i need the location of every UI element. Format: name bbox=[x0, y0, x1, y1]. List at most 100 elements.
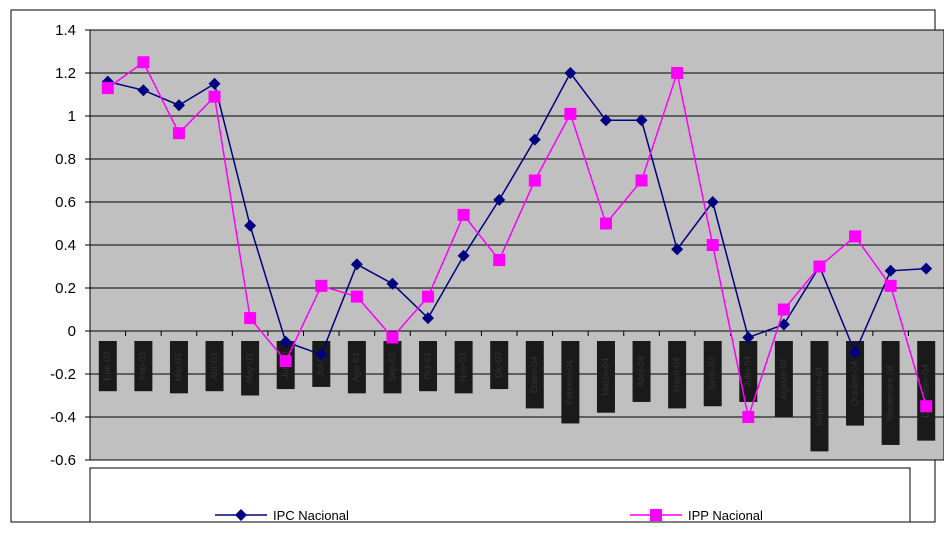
category-label: Marzo-04 bbox=[600, 358, 610, 396]
y-tick-label: 1.4 bbox=[55, 22, 76, 39]
category-label-bar bbox=[241, 341, 260, 396]
data-point-ipc bbox=[457, 249, 470, 262]
data-point-ipp bbox=[635, 174, 648, 187]
category-label-bar bbox=[98, 341, 117, 392]
data-point-ipc bbox=[172, 99, 185, 112]
category-label: Septiembre-04 bbox=[814, 367, 824, 426]
data-point-ipc bbox=[137, 84, 150, 97]
data-point-ipc bbox=[564, 67, 577, 79]
data-point-ipp bbox=[101, 82, 114, 95]
category-label-bar bbox=[917, 341, 936, 441]
data-point-ipp bbox=[528, 174, 541, 187]
category-label: May-03 bbox=[245, 353, 255, 383]
data-point-ipc bbox=[635, 114, 648, 127]
data-point-ipp bbox=[777, 303, 790, 316]
y-tick-label: -0.4 bbox=[50, 409, 76, 426]
data-point-ipc bbox=[422, 312, 435, 325]
category-label-bar bbox=[347, 341, 366, 394]
data-point-ipp bbox=[350, 290, 363, 303]
data-point-ipc bbox=[706, 196, 719, 208]
category-label-bar bbox=[703, 341, 722, 407]
category-label: Feb-03 bbox=[138, 352, 148, 381]
data-point-ipc bbox=[849, 346, 862, 359]
data-point-ipp bbox=[422, 290, 435, 303]
data-point-ipc bbox=[350, 258, 363, 271]
category-label: Junio-04 bbox=[707, 356, 717, 391]
data-point-ipp bbox=[208, 90, 221, 103]
data-point-ipp bbox=[457, 208, 470, 221]
data-point-ipc bbox=[244, 219, 257, 232]
category-label-bar bbox=[383, 341, 402, 394]
y-tick-label: 0.2 bbox=[55, 280, 76, 297]
data-point-ipp bbox=[742, 411, 755, 423]
category-label: Octubre-04 bbox=[849, 361, 859, 406]
data-point-ipp bbox=[564, 107, 577, 120]
y-tick-label: -0.6 bbox=[50, 452, 76, 469]
category-label-bar bbox=[169, 341, 188, 394]
data-point-ipc bbox=[599, 114, 612, 127]
data-point-ipp bbox=[137, 56, 150, 69]
category-label-bars: Ene-03Feb-03Mar-03Abr-03May-03Jun-03Jul-… bbox=[98, 341, 936, 452]
data-point-ipp bbox=[671, 67, 684, 79]
data-point-ipp bbox=[172, 127, 185, 140]
data-point-ipp bbox=[315, 279, 328, 292]
data-point-ipc bbox=[493, 193, 506, 206]
category-label: Oct-03 bbox=[422, 353, 432, 380]
data-point-ipc bbox=[671, 243, 684, 256]
category-label-bar bbox=[454, 341, 473, 394]
data-point-ipc bbox=[279, 335, 292, 348]
category-label: Abril-04 bbox=[636, 356, 646, 387]
y-tick-label: 1.2 bbox=[55, 65, 76, 82]
category-label-bar bbox=[525, 341, 544, 409]
data-point-ipc bbox=[884, 264, 897, 277]
data-point-ipp bbox=[920, 400, 933, 413]
legend-marker bbox=[650, 509, 662, 521]
legend-box bbox=[89, 467, 911, 523]
data-point-ipp bbox=[244, 312, 257, 325]
category-label-bar bbox=[668, 341, 687, 409]
series-lines bbox=[101, 56, 933, 423]
data-point-ipc bbox=[208, 77, 221, 90]
category-label-bar bbox=[490, 341, 509, 390]
legend-marker bbox=[235, 509, 247, 521]
legend-label: IPP Nacional bbox=[688, 508, 763, 523]
category-label-bar bbox=[846, 341, 865, 426]
category-label: Febrero-04 bbox=[565, 360, 575, 405]
data-point-ipp bbox=[706, 239, 719, 251]
category-label: Sep-03 bbox=[387, 353, 397, 382]
data-point-ipp bbox=[884, 279, 897, 292]
data-point-ipc bbox=[742, 331, 755, 344]
data-point-ipc bbox=[920, 262, 933, 275]
y-tick-labels: -0.6 -0.4 -0.2 0 0.2 0.4 0.6 0.8 1 1.2 1.4 bbox=[50, 22, 90, 469]
category-label-bar bbox=[596, 341, 615, 413]
category-label: Enero-04 bbox=[529, 356, 539, 393]
category-label-bar bbox=[810, 341, 829, 452]
data-point-ipp bbox=[493, 254, 506, 267]
category-label-bar bbox=[205, 341, 224, 392]
category-label: Agosto-04 bbox=[778, 358, 788, 399]
data-point-ipc bbox=[528, 133, 541, 146]
data-point-ipc bbox=[777, 318, 790, 331]
category-label: Noviembre-04 bbox=[885, 365, 895, 422]
category-label-bar bbox=[134, 341, 153, 392]
y-tick-label: 0.6 bbox=[55, 194, 76, 211]
category-label: Mayo-04 bbox=[672, 357, 682, 392]
category-label: Mar-03 bbox=[173, 353, 183, 382]
y-tick-label: 0.4 bbox=[55, 237, 76, 254]
y-tick-label: 0.8 bbox=[55, 151, 76, 168]
category-label: Diciembre-04 bbox=[921, 364, 931, 418]
category-label: Ene-03 bbox=[102, 352, 112, 381]
category-label-bar bbox=[561, 341, 580, 424]
data-point-ipp bbox=[849, 230, 862, 243]
category-label: Jul-03 bbox=[316, 352, 326, 377]
category-label-bar bbox=[739, 341, 758, 402]
series-line-ipp bbox=[107, 61, 927, 420]
category-label-bar bbox=[632, 341, 651, 402]
category-label: Nov-03 bbox=[458, 353, 468, 382]
y-tick-label: 1 bbox=[68, 108, 76, 125]
category-label: Abr-03 bbox=[209, 353, 219, 380]
category-label-bar bbox=[774, 341, 793, 417]
data-point-ipp bbox=[813, 260, 826, 273]
